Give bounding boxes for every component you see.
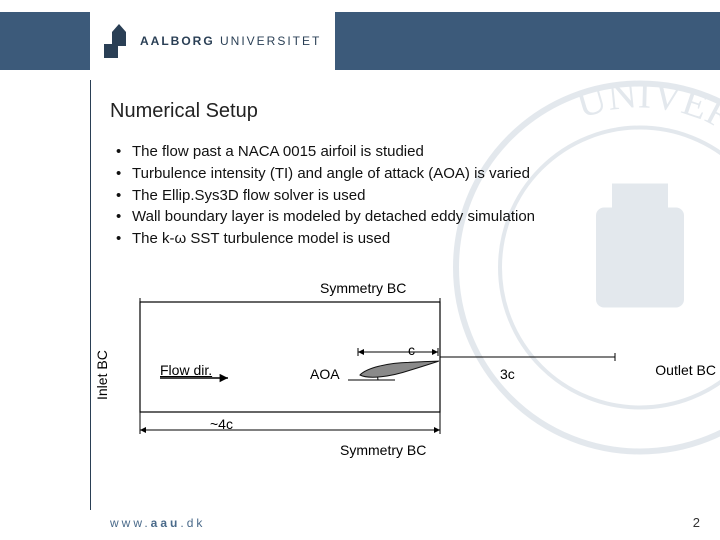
bullet-list: The flow past a NACA 0015 airfoil is stu… [110,141,700,250]
list-item: The flow past a NACA 0015 airfoil is stu… [110,141,700,163]
list-item: Turbulence intensity (TI) and angle of a… [110,163,700,185]
logo-text: AALBORG UNIVERSITET [140,34,321,48]
symmetry-bottom-label: Symmetry BC [340,442,426,458]
diagram-svg [60,280,700,460]
outlet-label: Outlet BC [655,362,716,378]
inlet-label: Inlet BC [94,350,110,400]
domain-diagram: Symmetry BC [60,280,700,460]
flow-direction-label: Flow dir. [160,362,212,378]
logo-mark-icon [104,24,132,58]
four-c-label: ~4c [210,416,233,432]
page-number: 2 [693,515,700,530]
aoa-label: AOA [310,366,340,382]
list-item: The k-ω SST turbulence model is used [110,228,700,250]
university-logo: AALBORG UNIVERSITET [90,12,335,70]
chord-label: c [408,342,415,358]
list-item: Wall boundary layer is modeled by detach… [110,206,700,228]
symmetry-top-label: Symmetry BC [320,280,406,296]
footer-url: www.aau.dk [110,516,205,530]
three-c-label: 3c [500,366,515,382]
slide-title: Numerical Setup [110,100,700,123]
list-item: The Ellip.Sys3D flow solver is used [110,185,700,207]
